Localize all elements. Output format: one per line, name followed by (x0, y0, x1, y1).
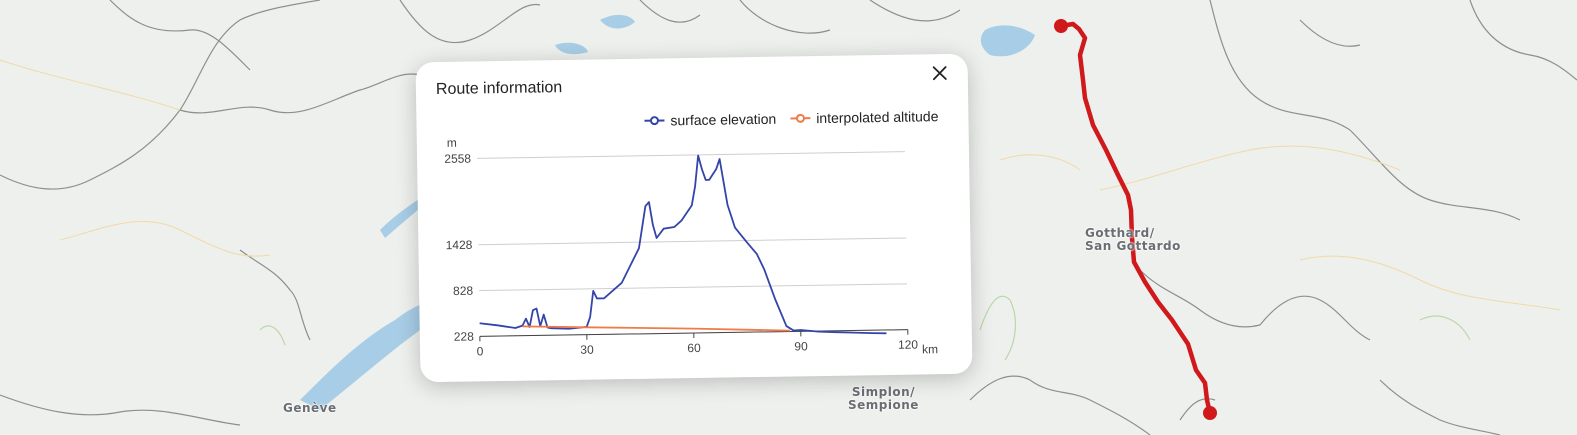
x-tick-label-0: 0 (477, 344, 484, 358)
roads (0, 59, 1561, 311)
park-boundaries (259, 295, 1471, 361)
map-label-simplon: Simplon/ Sempione (848, 386, 919, 412)
grid-line-y-3 (477, 151, 905, 159)
legend-label-surface-elevation: surface elevation (670, 110, 777, 129)
map-label-gotthard-line1: Gotthard/ (1085, 226, 1155, 240)
y-tick-label-1: 828 (453, 284, 474, 298)
lake-small-1 (600, 14, 635, 29)
series-line-interpolated-altitude (522, 325, 791, 332)
y-tick-label-2: 1428 (446, 238, 473, 252)
route-end-marker[interactable] (1203, 406, 1217, 420)
grid-line-y-1 (479, 283, 908, 292)
y-tick-label-3: 2558 (444, 151, 471, 165)
map-label-simplon-line2: Sempione (848, 398, 919, 412)
lake-small-2 (555, 42, 588, 55)
route-line[interactable] (1058, 21, 1213, 416)
grid-line-y-2 (478, 237, 907, 246)
x-tick-label-4: 120 (898, 337, 919, 351)
legend-marker-interpolated-altitude (790, 113, 811, 123)
legend-item-interpolated-altitude[interactable]: interpolated altitude (790, 108, 939, 127)
elevation-chart: 228 828 1428 2558 0 30 60 90 120 m km (444, 136, 938, 359)
legend-marker-surface-elevation (644, 116, 665, 126)
lake-lucerne (980, 25, 1035, 57)
x-tick-label-2: 60 (687, 341, 701, 355)
series-line-surface-elevation (479, 154, 887, 335)
y-axis-label: m (447, 136, 457, 150)
map-label-simplon-line1: Simplon/ (851, 385, 916, 399)
map-label-gotthard-line2: San Gottardo (1085, 239, 1181, 253)
chart-legend: surface elevation interpolated altitude (644, 108, 939, 129)
y-tick-label-0: 228 (454, 329, 475, 343)
x-tick-label-3: 90 (794, 339, 808, 353)
close-button[interactable] (928, 61, 952, 85)
legend-item-surface-elevation[interactable]: surface elevation (644, 111, 776, 129)
close-icon (932, 66, 947, 81)
route-start-marker[interactable] (1054, 19, 1068, 33)
x-tick-label-1: 30 (580, 343, 594, 357)
x-axis-label: km (922, 342, 938, 356)
map-label-gotthard: Gotthard/ San Gottardo (1085, 227, 1181, 253)
legend-label-interpolated-altitude: interpolated altitude (816, 108, 939, 127)
map-label-geneve: Genève (283, 401, 337, 415)
popup-title: Route information (435, 79, 563, 99)
route-info-popup: 228 828 1428 2558 0 30 60 90 120 m km Route inform… (415, 53, 973, 383)
